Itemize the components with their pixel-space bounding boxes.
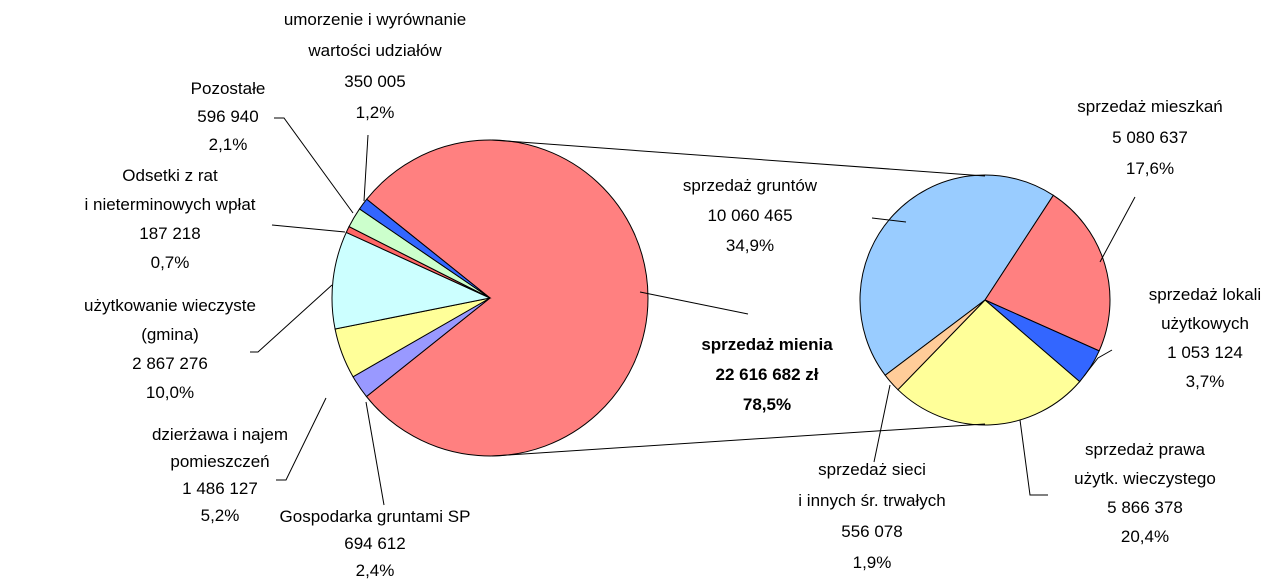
slice-label: Gospodarka gruntami SP 694 612 2,4%	[280, 507, 471, 580]
label-line: użytk. wieczystego	[1074, 469, 1216, 488]
pies	[331, 139, 1111, 457]
label-line: sprzedaż mieszkań	[1077, 97, 1223, 116]
label-line: sprzedaż gruntów	[683, 176, 818, 195]
label-line: sprzedaż prawa	[1085, 440, 1206, 459]
slice-label: dzierżawa i najem pomieszczeń 1 486 127 5,2…	[152, 425, 288, 525]
label-line: 34,9%	[726, 236, 774, 255]
label-line: 5 866 378	[1107, 498, 1183, 517]
label-line: 17,6%	[1126, 159, 1174, 178]
label-line: umorzenie i wyrównanie	[284, 10, 466, 29]
label-line: Pozostałe	[191, 79, 266, 98]
leader-line	[1019, 419, 1048, 496]
label-line: użytkowanie wieczyste	[84, 296, 256, 315]
label-line: 1 486 127	[182, 479, 258, 498]
label-line: 596 940	[197, 107, 258, 126]
leader-line	[1083, 349, 1113, 377]
label-line: 10 060 465	[707, 206, 792, 225]
label-line: 20,4%	[1121, 527, 1169, 546]
label-line: 2 867 276	[132, 354, 208, 373]
label-line: 10,0%	[146, 383, 194, 402]
slice-label: sprzedaż mienia 22 616 682 zł 78,5%	[701, 335, 833, 414]
slice-label: sprzedaż sieci i innych śr. trwałych 556 0…	[798, 460, 945, 572]
label-line: (gmina)	[141, 325, 199, 344]
slice-label: umorzenie i wyrównanie wartości udziałów 3…	[284, 10, 466, 122]
label-line: 694 612	[344, 534, 405, 553]
leader-line	[274, 117, 354, 214]
label-line: i nieterminowych wpłat	[84, 195, 255, 214]
slice-label: sprzedaż mieszkań 5 080 637 17,6%	[1077, 97, 1223, 178]
pie-slice	[884, 299, 986, 391]
pie-slice	[984, 194, 1111, 352]
label-line: dzierżawa i najem	[152, 425, 288, 444]
label-line: 2,1%	[209, 135, 248, 154]
label-line: 556 078	[841, 522, 902, 541]
label-line: 2,4%	[356, 561, 395, 580]
label-line: wartości udziałów	[307, 41, 442, 60]
leader-line	[871, 217, 907, 223]
label-line: użytkowych	[1161, 314, 1249, 333]
leader-line	[365, 401, 385, 506]
slice-label: sprzedaż prawa użytk. wieczystego 5 866 37…	[1074, 440, 1216, 546]
label-line: 3,7%	[1186, 372, 1225, 391]
label-line: 78,5%	[743, 395, 791, 414]
slice-label: sprzedaż lokali użytkowych 1 053 124 3,7%	[1149, 285, 1261, 391]
pie-slice	[897, 299, 1081, 426]
label-line: 0,7%	[151, 253, 190, 272]
label-line: sprzedaż mienia	[701, 335, 833, 354]
label-line: Odsetki z rat	[122, 166, 218, 185]
label-line: 350 005	[344, 72, 405, 91]
label-line: pomieszczeń	[170, 452, 269, 471]
leader-line	[271, 224, 346, 233]
leader-line	[639, 291, 749, 315]
label-line: 22 616 682 zł	[715, 365, 818, 384]
pie-slice	[358, 198, 491, 299]
leaders	[250, 117, 1136, 506]
label-line: 1,9%	[853, 553, 892, 572]
leader-line	[250, 284, 333, 353]
slice-label: Pozostałe 596 940 2,1%	[191, 79, 266, 154]
pie-slice	[859, 174, 1055, 376]
connector	[491, 423, 986, 457]
leader-line	[363, 134, 369, 202]
label-line: i innych śr. trwałych	[798, 491, 945, 510]
leader-line	[276, 397, 327, 481]
slice-label: Odsetki z rat i nieterminowych wpłat 187 2…	[84, 166, 255, 272]
connector	[491, 139, 986, 177]
label-line: 5,2%	[201, 506, 240, 525]
label-line: Gospodarka gruntami SP	[280, 507, 471, 526]
slice-label: sprzedaż gruntów 10 060 465 34,9%	[683, 176, 818, 255]
pie-slice	[365, 139, 649, 457]
leader-line	[1099, 196, 1136, 263]
label-line: sprzedaż sieci	[818, 460, 926, 479]
label-line: 1 053 124	[1167, 343, 1243, 362]
label-line: sprzedaż lokali	[1149, 285, 1261, 304]
label-line: 1,2%	[356, 103, 395, 122]
label-line: 5 080 637	[1112, 128, 1188, 147]
label-line: 187 218	[139, 224, 200, 243]
slice-label: użytkowanie wieczyste (gmina) 2 867 276 10,…	[84, 296, 256, 402]
pie-slice	[331, 231, 492, 330]
leader-line	[873, 384, 891, 463]
